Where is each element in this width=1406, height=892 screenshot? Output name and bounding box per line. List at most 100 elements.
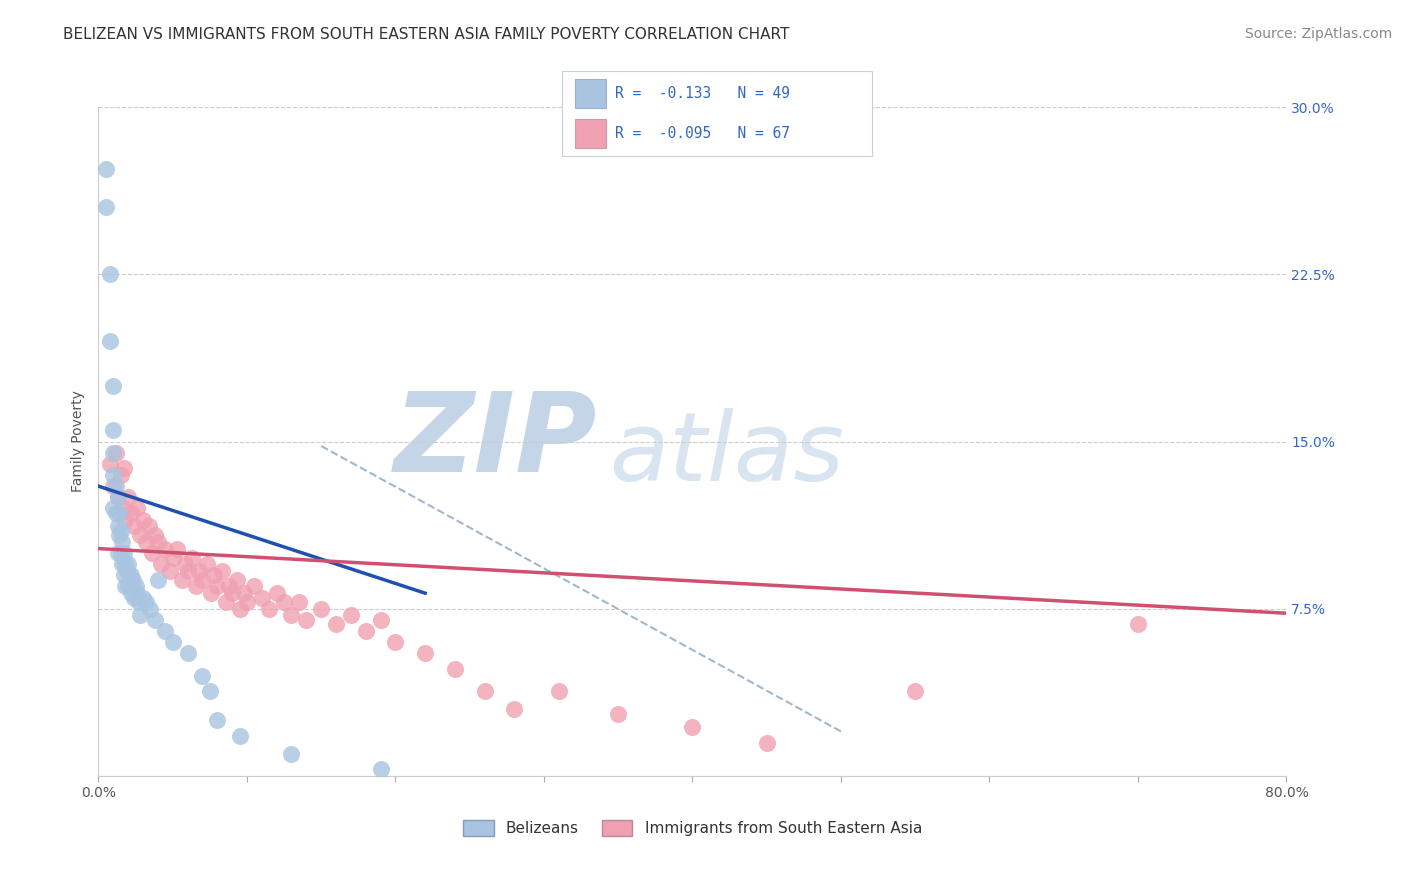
Point	[98, 457, 121, 471]
Point	[904, 684, 927, 698]
Point	[122, 591, 145, 605]
Point	[103, 501, 125, 516]
Point	[143, 613, 166, 627]
Point	[110, 467, 132, 482]
Point	[98, 334, 121, 348]
Point	[108, 506, 131, 520]
Point	[115, 564, 138, 578]
Point	[211, 564, 233, 578]
Point	[94, 162, 117, 177]
Point	[129, 528, 152, 542]
Point	[166, 541, 188, 556]
Point	[233, 586, 256, 600]
Point	[215, 595, 238, 609]
Point	[125, 586, 148, 600]
Point	[474, 684, 496, 698]
Point	[191, 669, 214, 683]
Point	[111, 501, 134, 516]
Point	[198, 684, 221, 698]
Point	[114, 557, 136, 572]
Point	[149, 557, 172, 572]
Point	[103, 467, 125, 482]
Point	[288, 595, 311, 609]
Point	[120, 568, 142, 582]
Bar	[575, 79, 606, 108]
Text: BELIZEAN VS IMMIGRANTS FROM SOUTH EASTERN ASIA FAMILY POVERTY CORRELATION CHART: BELIZEAN VS IMMIGRANTS FROM SOUTH EASTER…	[63, 27, 790, 42]
Point	[139, 601, 162, 615]
Point	[124, 580, 146, 594]
Point	[107, 490, 129, 504]
Point	[128, 595, 150, 609]
Point	[110, 524, 132, 538]
Point	[117, 580, 139, 594]
Point	[755, 735, 778, 749]
Point	[103, 378, 125, 392]
Text: atlas: atlas	[609, 409, 844, 501]
Point	[141, 546, 163, 560]
Point	[112, 568, 135, 582]
Point	[225, 573, 247, 587]
Point	[132, 512, 155, 526]
Point	[159, 564, 181, 578]
Point	[266, 586, 288, 600]
Point	[384, 635, 406, 649]
Point	[181, 550, 204, 565]
Point	[202, 568, 225, 582]
Point	[143, 528, 166, 542]
Point	[273, 595, 295, 609]
Point	[146, 573, 169, 587]
Point	[228, 729, 250, 743]
Point	[186, 580, 208, 594]
Point	[138, 519, 160, 533]
Point	[122, 519, 145, 533]
Point	[173, 557, 195, 572]
Point	[117, 490, 139, 504]
Y-axis label: Family Poverty: Family Poverty	[70, 391, 84, 492]
Point	[325, 617, 347, 632]
Point	[132, 591, 155, 605]
Point	[295, 613, 318, 627]
Point	[103, 479, 125, 493]
Point	[176, 564, 198, 578]
Point	[176, 646, 198, 660]
Point	[309, 601, 332, 615]
Point	[170, 573, 193, 587]
Point	[111, 534, 134, 549]
Point	[354, 624, 377, 639]
Point	[114, 580, 136, 594]
Point	[114, 512, 136, 526]
Point	[105, 506, 128, 520]
Point	[607, 706, 630, 721]
Point	[117, 557, 139, 572]
Point	[111, 557, 134, 572]
Text: ZIP: ZIP	[394, 388, 598, 495]
Point	[340, 608, 363, 623]
Point	[188, 564, 211, 578]
Point	[110, 546, 132, 560]
Point	[105, 446, 128, 460]
Point	[257, 601, 280, 615]
Point	[94, 201, 117, 215]
Point	[121, 573, 143, 587]
Point	[370, 613, 392, 627]
Point	[547, 684, 569, 698]
Point	[162, 550, 184, 565]
Point	[135, 595, 157, 609]
Point	[250, 591, 273, 605]
Point	[125, 501, 148, 516]
Point	[162, 635, 184, 649]
Point	[205, 714, 228, 728]
Point	[1126, 617, 1149, 632]
Point	[218, 580, 240, 594]
Point	[503, 702, 526, 716]
Text: R =  -0.133   N = 49: R = -0.133 N = 49	[614, 86, 790, 101]
Legend: Belizeans, Immigrants from South Eastern Asia: Belizeans, Immigrants from South Eastern…	[457, 814, 928, 842]
Point	[236, 595, 259, 609]
Point	[280, 747, 302, 761]
Point	[370, 762, 392, 776]
Point	[98, 268, 121, 282]
Point	[221, 586, 243, 600]
Point	[107, 490, 129, 504]
Point	[146, 534, 169, 549]
Point	[135, 534, 157, 549]
